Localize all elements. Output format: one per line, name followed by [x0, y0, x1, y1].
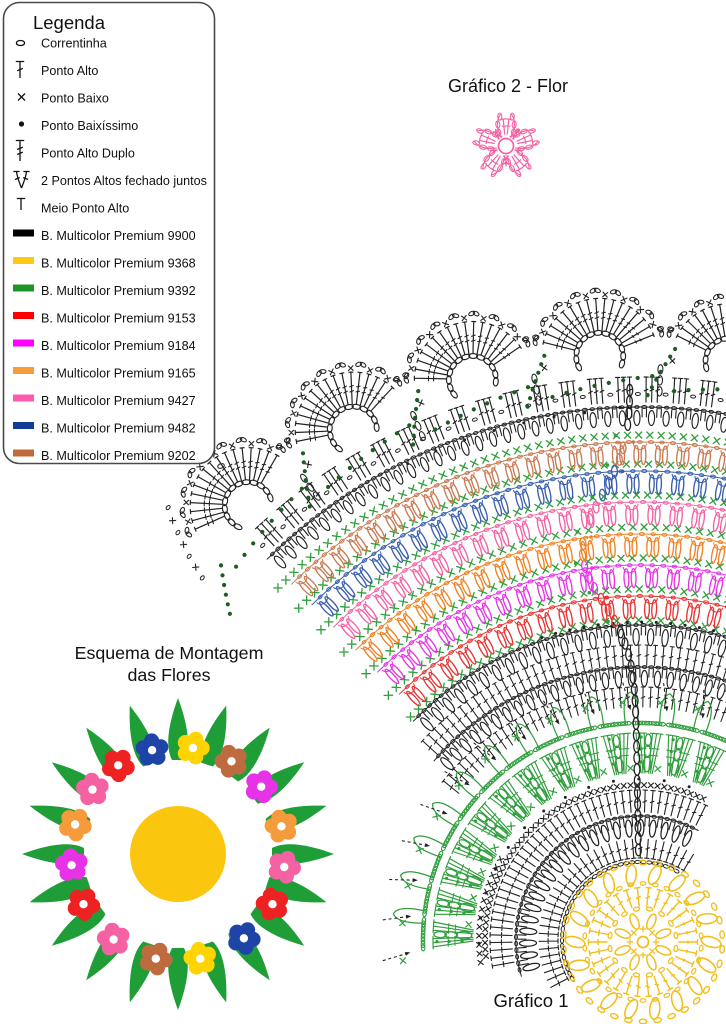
svg-text:Correntinha: Correntinha	[41, 37, 107, 51]
svg-text:B. Multicolor Premium 9165: B. Multicolor Premium 9165	[41, 367, 196, 381]
svg-text:das Flores: das Flores	[127, 665, 210, 685]
svg-text:Ponto Baixo: Ponto Baixo	[41, 92, 109, 106]
svg-text:B. Multicolor Premium 9202: B. Multicolor Premium 9202	[41, 449, 196, 463]
svg-text:Ponto Alto: Ponto Alto	[41, 64, 98, 78]
svg-text:Ponto Alto Duplo: Ponto Alto Duplo	[41, 147, 135, 161]
svg-text:Gráfico 2 - Flor: Gráfico 2 - Flor	[448, 76, 568, 96]
svg-text:2 Pontos Altos fechado juntos: 2 Pontos Altos fechado juntos	[41, 174, 207, 188]
svg-text:Esquema de Montagem: Esquema de Montagem	[75, 643, 264, 663]
svg-text:B. Multicolor Premium 9427: B. Multicolor Premium 9427	[41, 394, 196, 408]
svg-text:Ponto Baixíssimo: Ponto Baixíssimo	[41, 119, 138, 133]
svg-text:B. Multicolor Premium 9482: B. Multicolor Premium 9482	[41, 422, 196, 436]
svg-text:B. Multicolor Premium 9368: B. Multicolor Premium 9368	[41, 257, 196, 271]
svg-text:B. Multicolor Premium 9392: B. Multicolor Premium 9392	[41, 284, 196, 298]
svg-text:B. Multicolor Premium 9153: B. Multicolor Premium 9153	[41, 312, 196, 326]
svg-text:Meio Ponto Alto: Meio Ponto Alto	[41, 202, 129, 216]
svg-text:B. Multicolor Premium 9184: B. Multicolor Premium 9184	[41, 339, 196, 353]
svg-text:Legenda: Legenda	[33, 12, 106, 33]
svg-text:Gráfico 1: Gráfico 1	[493, 990, 568, 1011]
svg-text:B. Multicolor Premium 9900: B. Multicolor Premium 9900	[41, 229, 196, 243]
